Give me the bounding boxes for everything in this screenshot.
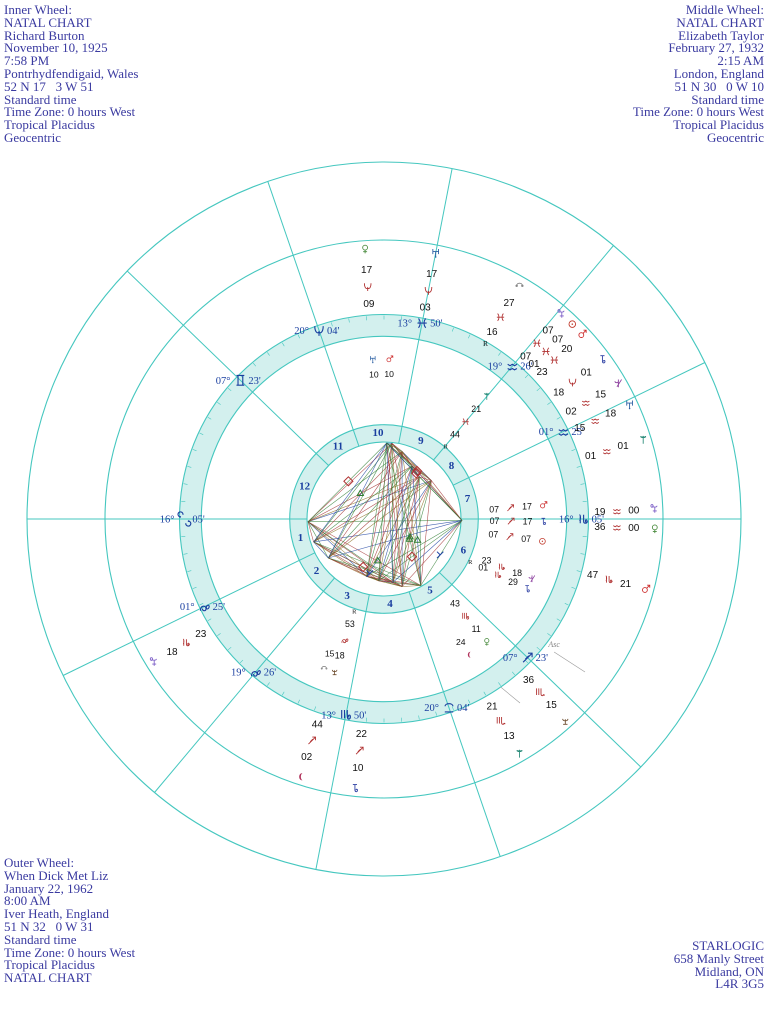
svg-text:11: 11	[472, 624, 481, 634]
svg-text:00: 00	[628, 506, 640, 517]
svg-text:02: 02	[566, 406, 578, 417]
svg-text:18: 18	[335, 651, 345, 661]
svg-text:21: 21	[486, 701, 498, 712]
svg-text:Asc: Asc	[547, 640, 560, 649]
svg-text:17: 17	[522, 502, 532, 512]
svg-text:29: 29	[508, 577, 518, 587]
svg-text:18: 18	[166, 647, 178, 658]
svg-text:10: 10	[373, 427, 385, 439]
svg-text:26': 26'	[264, 667, 277, 678]
svg-text:16°: 16°	[559, 515, 574, 526]
svg-text:19°: 19°	[488, 362, 503, 373]
svg-text:7: 7	[465, 493, 471, 505]
svg-text:07: 07	[489, 529, 499, 539]
svg-text:25': 25'	[213, 602, 226, 613]
svg-text:01: 01	[581, 367, 593, 378]
svg-text:4: 4	[387, 598, 393, 610]
svg-text:19°: 19°	[231, 667, 246, 678]
svg-text:15: 15	[546, 700, 558, 711]
svg-text:07: 07	[521, 534, 531, 544]
svg-text:15: 15	[325, 648, 335, 658]
svg-text:50': 50'	[354, 710, 367, 721]
svg-text:23': 23'	[248, 376, 261, 387]
svg-text:10: 10	[352, 763, 364, 774]
svg-text:13°: 13°	[397, 319, 412, 330]
svg-text:R: R	[483, 339, 488, 348]
svg-text:23: 23	[536, 367, 548, 378]
svg-text:20°: 20°	[424, 703, 439, 714]
svg-text:5: 5	[427, 585, 433, 597]
svg-text:20°: 20°	[294, 326, 309, 337]
svg-text:16: 16	[486, 327, 498, 338]
svg-text:07: 07	[490, 516, 500, 526]
svg-text:R: R	[352, 608, 357, 615]
svg-text:02: 02	[301, 752, 313, 763]
svg-text:07°: 07°	[503, 653, 518, 664]
svg-text:2: 2	[314, 565, 320, 577]
svg-text:44: 44	[450, 429, 460, 439]
svg-text:53: 53	[345, 619, 355, 629]
svg-text:3: 3	[344, 590, 350, 602]
svg-text:10: 10	[369, 369, 379, 379]
svg-text:9: 9	[418, 435, 424, 447]
svg-text:04': 04'	[327, 326, 340, 337]
svg-text:R: R	[444, 444, 449, 451]
svg-text:15: 15	[595, 389, 607, 400]
svg-text:15: 15	[574, 423, 586, 434]
svg-text:27: 27	[503, 298, 515, 309]
svg-text:8: 8	[449, 460, 455, 472]
svg-text:01: 01	[618, 441, 630, 452]
svg-text:50': 50'	[430, 319, 443, 330]
svg-text:18: 18	[553, 387, 565, 398]
svg-text:00: 00	[628, 523, 640, 534]
svg-text:1: 1	[298, 532, 304, 544]
svg-text:43: 43	[450, 599, 460, 609]
svg-text:19: 19	[594, 507, 606, 518]
svg-text:17: 17	[361, 265, 373, 276]
svg-text:01: 01	[478, 562, 488, 572]
svg-text:05': 05'	[192, 515, 205, 526]
svg-text:01°: 01°	[539, 427, 554, 438]
svg-text:09: 09	[363, 299, 375, 310]
svg-text:6: 6	[461, 545, 467, 557]
svg-text:23: 23	[195, 629, 207, 640]
svg-text:21: 21	[471, 404, 481, 414]
svg-text:23': 23'	[536, 653, 549, 664]
svg-text:03: 03	[420, 302, 432, 313]
svg-text:13: 13	[503, 731, 515, 742]
svg-text:36: 36	[523, 675, 535, 686]
svg-text:R: R	[468, 559, 473, 566]
svg-text:44: 44	[312, 720, 324, 731]
svg-text:17: 17	[426, 269, 438, 280]
svg-text:07°: 07°	[216, 376, 231, 387]
svg-text:04': 04'	[457, 703, 470, 714]
svg-text:17: 17	[523, 517, 533, 527]
svg-text:11: 11	[333, 440, 343, 452]
svg-text:12: 12	[299, 480, 311, 492]
svg-text:47: 47	[587, 570, 599, 581]
svg-text:22: 22	[356, 729, 368, 740]
svg-text:13°: 13°	[321, 710, 336, 721]
svg-text:01: 01	[585, 451, 597, 462]
svg-text:10: 10	[384, 369, 394, 379]
svg-text:07: 07	[489, 504, 499, 514]
svg-text:18: 18	[605, 409, 617, 420]
svg-text:20: 20	[561, 344, 573, 355]
svg-text:01°: 01°	[180, 602, 195, 613]
svg-text:36: 36	[594, 522, 606, 533]
svg-text:16°: 16°	[160, 515, 175, 526]
svg-text:21: 21	[620, 579, 632, 590]
svg-text:24: 24	[456, 637, 466, 647]
